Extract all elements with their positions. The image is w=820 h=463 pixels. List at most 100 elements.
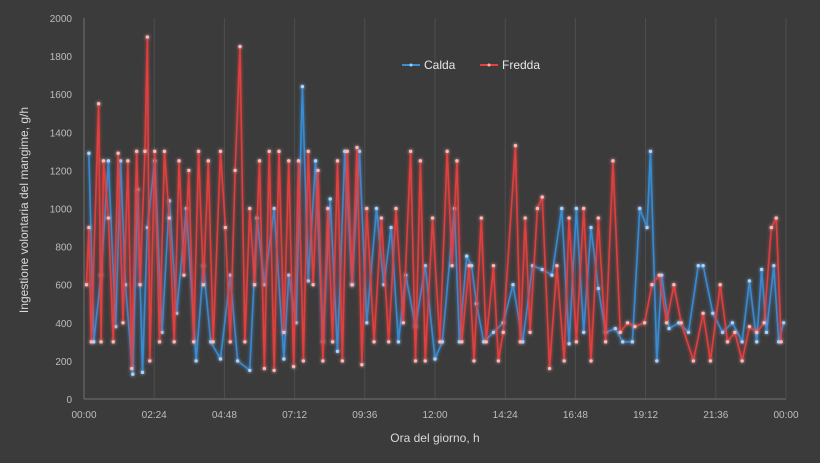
data-point (711, 311, 715, 315)
y-axis-label: Ingestione volontaria del mangime, g/h (17, 107, 31, 313)
data-point (106, 216, 111, 220)
data-point (618, 330, 622, 335)
data-point (252, 283, 257, 287)
data-point (335, 159, 340, 163)
data-point (134, 149, 139, 154)
data-point (167, 216, 172, 220)
data-point (396, 340, 401, 344)
data-point (238, 44, 242, 49)
data-point (562, 359, 566, 363)
data-point (696, 263, 700, 268)
data-point (357, 149, 362, 154)
x-tick-label: 00:00 (71, 410, 96, 421)
data-point (121, 321, 125, 325)
data-point (191, 340, 196, 344)
data-point (287, 273, 291, 277)
data-point (196, 149, 201, 154)
data-point (287, 159, 291, 163)
data-point (374, 206, 379, 211)
data-point (613, 326, 618, 331)
data-point (560, 206, 564, 211)
data-point (518, 340, 523, 344)
y-tick-label: 400 (55, 319, 72, 330)
y-tick-label: 1800 (50, 52, 73, 63)
data-point (645, 225, 649, 230)
data-point (187, 168, 191, 173)
data-point (772, 263, 776, 268)
y-tick-label: 1000 (50, 205, 73, 216)
data-point (781, 321, 786, 325)
data-point (755, 330, 759, 335)
x-tick-label: 19:12 (633, 410, 658, 421)
x-tick-label: 12:00 (422, 410, 447, 421)
data-point (633, 324, 637, 329)
data-point (484, 340, 488, 344)
data-point (589, 225, 593, 230)
data-point (300, 84, 305, 89)
data-point (111, 340, 115, 344)
data-point (321, 359, 325, 363)
data-point (140, 370, 145, 375)
data-point (679, 321, 683, 325)
axes: 00:00 02:24 04:48 07:12 09:36 12:00 14:24 16:48… (50, 14, 799, 421)
data-point (316, 168, 320, 173)
data-point (223, 225, 228, 230)
data-point (106, 159, 111, 163)
data-point (430, 216, 435, 220)
x-tick-label: 04:48 (212, 410, 237, 421)
data-point (491, 263, 496, 268)
data-point (769, 225, 774, 230)
data-point (511, 283, 515, 287)
data-point (521, 340, 525, 344)
data-point (667, 326, 671, 331)
x-tick-label: 21:36 (703, 410, 728, 421)
data-point (513, 143, 518, 148)
data-point (262, 283, 267, 287)
data-point (386, 340, 391, 344)
data-point (282, 357, 286, 361)
data-point (306, 149, 310, 154)
data-point (160, 330, 164, 335)
data-point (776, 340, 781, 344)
y-tick-label: 2000 (50, 14, 73, 25)
data-point (148, 359, 152, 363)
data-point (438, 340, 442, 344)
data-point (360, 363, 364, 367)
y-tick-label: 600 (55, 281, 72, 292)
data-point (131, 372, 135, 376)
data-point (460, 340, 464, 344)
data-point (581, 206, 586, 211)
data-point (755, 340, 759, 344)
x-tick-label: 02:24 (142, 410, 167, 421)
data-point (672, 283, 676, 287)
data-point (389, 225, 393, 230)
data-point (194, 359, 198, 363)
data-point (365, 206, 369, 211)
series-calda (87, 84, 786, 376)
data-point (218, 357, 223, 361)
data-point (228, 273, 232, 277)
data-point (482, 340, 486, 344)
data-point (248, 368, 252, 373)
legend-marker-calda (409, 63, 413, 67)
data-point (201, 283, 206, 287)
gridlines (153, 18, 787, 399)
y-tick-label: 0 (66, 395, 72, 406)
data-point (365, 321, 369, 325)
data-point (638, 206, 642, 211)
data-point (472, 359, 476, 363)
data-point (291, 364, 296, 369)
data-point (730, 321, 735, 325)
data-point (408, 149, 413, 154)
data-point (355, 145, 359, 150)
data-point (686, 330, 691, 335)
data-point (501, 330, 505, 335)
data-point (540, 267, 544, 272)
data-point (257, 159, 262, 163)
data-point (262, 366, 267, 371)
data-point (603, 340, 608, 344)
data-point (311, 283, 315, 287)
data-point (555, 263, 559, 268)
data-point (130, 366, 134, 371)
